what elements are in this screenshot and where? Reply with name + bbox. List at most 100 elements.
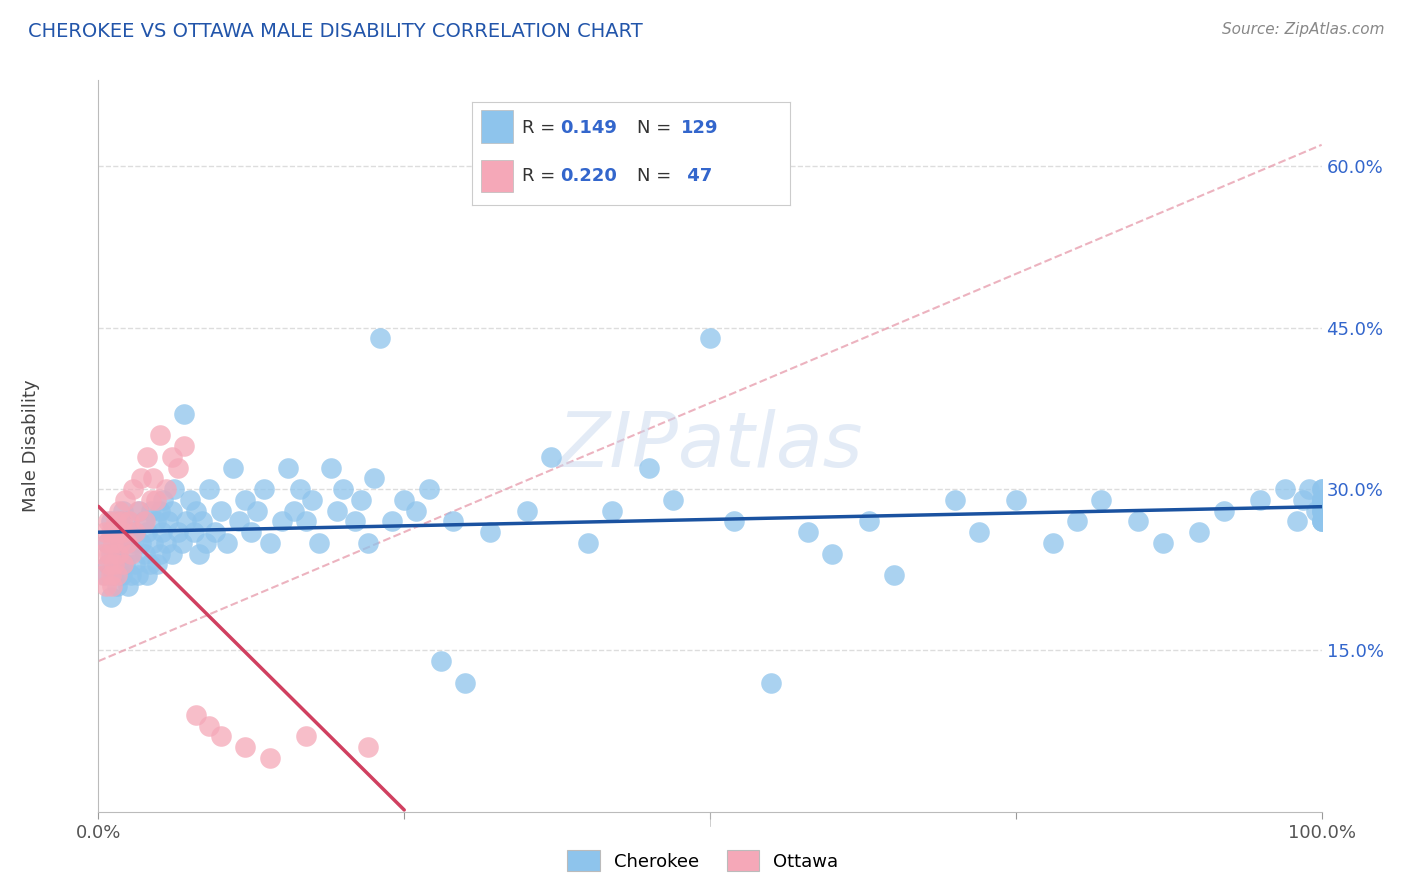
Point: [129, 536, 152, 550]
Point: [761, 675, 783, 690]
Point: [858, 514, 880, 528]
Point: [332, 482, 354, 496]
Point: [1004, 492, 1026, 507]
FancyBboxPatch shape: [481, 111, 513, 144]
Point: [111, 503, 134, 517]
Point: [105, 579, 128, 593]
Text: R =: R =: [523, 119, 561, 136]
Point: [1310, 503, 1333, 517]
Point: [100, 590, 122, 604]
Point: [96, 536, 118, 550]
Point: [167, 460, 190, 475]
Point: [136, 568, 159, 582]
Point: [121, 482, 143, 496]
Point: [139, 558, 162, 572]
Text: R =: R =: [523, 167, 561, 185]
Point: [197, 482, 219, 496]
Point: [101, 568, 124, 582]
Legend: Cherokee, Ottawa: Cherokee, Ottawa: [560, 843, 846, 879]
Point: [441, 514, 464, 528]
Point: [179, 492, 201, 507]
Point: [121, 536, 143, 550]
Point: [100, 547, 122, 561]
Point: [173, 439, 195, 453]
Point: [326, 503, 349, 517]
Point: [1286, 514, 1309, 528]
Text: 0.149: 0.149: [561, 119, 617, 136]
Point: [430, 654, 453, 668]
Point: [127, 503, 149, 517]
Point: [104, 514, 127, 528]
Point: [94, 579, 117, 593]
Point: [295, 730, 318, 744]
Point: [405, 503, 427, 517]
Point: [283, 503, 305, 517]
Point: [215, 536, 238, 550]
Point: [142, 471, 165, 485]
Point: [98, 547, 121, 561]
Point: [344, 514, 367, 528]
Point: [252, 482, 274, 496]
Point: [233, 492, 256, 507]
Point: [363, 471, 385, 485]
Point: [160, 503, 183, 517]
Point: [93, 568, 115, 582]
Point: [1212, 503, 1234, 517]
Point: [97, 558, 120, 572]
Point: [308, 536, 330, 550]
Point: [111, 536, 134, 550]
Point: [160, 450, 183, 464]
Point: [173, 407, 195, 421]
Point: [1188, 524, 1211, 539]
Point: [1310, 492, 1333, 507]
Point: [1310, 514, 1333, 528]
Point: [600, 503, 623, 517]
Text: N =: N =: [637, 167, 676, 185]
Point: [145, 514, 167, 528]
Point: [1249, 492, 1271, 507]
Text: 47: 47: [682, 167, 713, 185]
Point: [136, 524, 159, 539]
Point: [150, 524, 173, 539]
Point: [115, 536, 138, 550]
Point: [124, 558, 146, 572]
Point: [187, 547, 209, 561]
Text: N =: N =: [637, 119, 676, 136]
Point: [91, 568, 114, 582]
Point: [356, 740, 378, 755]
Point: [157, 514, 180, 528]
Point: [120, 547, 142, 561]
Point: [186, 707, 208, 722]
Point: [117, 579, 139, 593]
Point: [105, 524, 128, 539]
Text: 0.220: 0.220: [561, 167, 617, 185]
Point: [381, 514, 404, 528]
Point: [191, 514, 214, 528]
Point: [163, 482, 186, 496]
Point: [967, 524, 990, 539]
Point: [883, 568, 905, 582]
Point: [114, 558, 136, 572]
Point: [145, 492, 167, 507]
Point: [319, 460, 342, 475]
Point: [368, 331, 391, 345]
Point: [1310, 503, 1333, 517]
Point: [118, 547, 141, 561]
Point: [111, 524, 134, 539]
Point: [1310, 503, 1333, 517]
Point: [943, 492, 966, 507]
Point: [149, 547, 172, 561]
Point: [270, 514, 294, 528]
Text: Source: ZipAtlas.com: Source: ZipAtlas.com: [1222, 22, 1385, 37]
Point: [111, 568, 134, 582]
Point: [110, 536, 132, 550]
Point: [418, 482, 440, 496]
Point: [111, 558, 134, 572]
Point: [155, 536, 177, 550]
Point: [1310, 514, 1333, 528]
Point: [1066, 514, 1088, 528]
Point: [723, 514, 745, 528]
Point: [259, 751, 281, 765]
Point: [124, 524, 146, 539]
Point: [118, 514, 141, 528]
